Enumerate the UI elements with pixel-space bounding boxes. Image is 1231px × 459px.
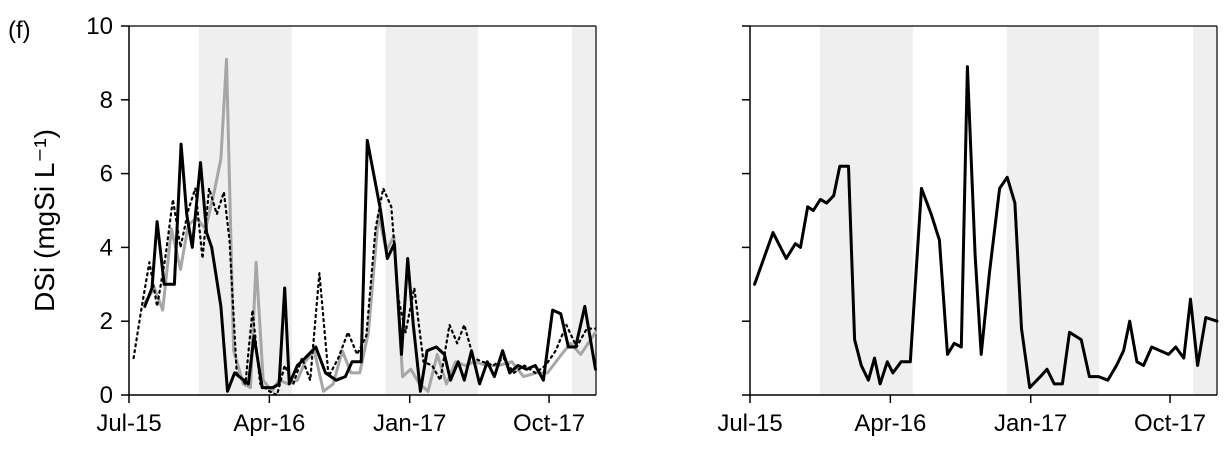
y-tick-label-0: 0 bbox=[100, 382, 113, 409]
shaded-period-2-1 bbox=[820, 26, 913, 395]
x-tick-label-1-1: Jul-15 bbox=[96, 410, 161, 437]
x-tick-label-2-1: Jul-15 bbox=[717, 410, 782, 437]
x-tick-label-1-3: Jan-17 bbox=[373, 410, 446, 437]
x-tick-label-1-4: Oct-17 bbox=[513, 410, 585, 437]
shaded-period-2-3 bbox=[1193, 26, 1217, 395]
y-tick-label-8: 8 bbox=[100, 87, 113, 114]
y-tick-label-2: 2 bbox=[100, 308, 113, 335]
shaded-period-1-1 bbox=[199, 26, 292, 395]
y-tick-label-4: 4 bbox=[100, 234, 113, 261]
x-tick-label-2-4: Oct-17 bbox=[1134, 410, 1206, 437]
y-axis-label: DSi (mgSi L⁻¹) bbox=[29, 129, 60, 312]
shaded-period-2-2 bbox=[1007, 26, 1099, 395]
x-tick-label-2-2: Apr-16 bbox=[854, 410, 926, 437]
y-tick-label-10: 10 bbox=[86, 13, 113, 40]
panel-label: (f) bbox=[8, 17, 31, 44]
shaded-period-1-3 bbox=[572, 26, 596, 395]
x-tick-label-1-2: Apr-16 bbox=[233, 410, 305, 437]
y-tick-label-6: 6 bbox=[100, 161, 113, 188]
x-tick-label-2-3: Jan-17 bbox=[994, 410, 1067, 437]
